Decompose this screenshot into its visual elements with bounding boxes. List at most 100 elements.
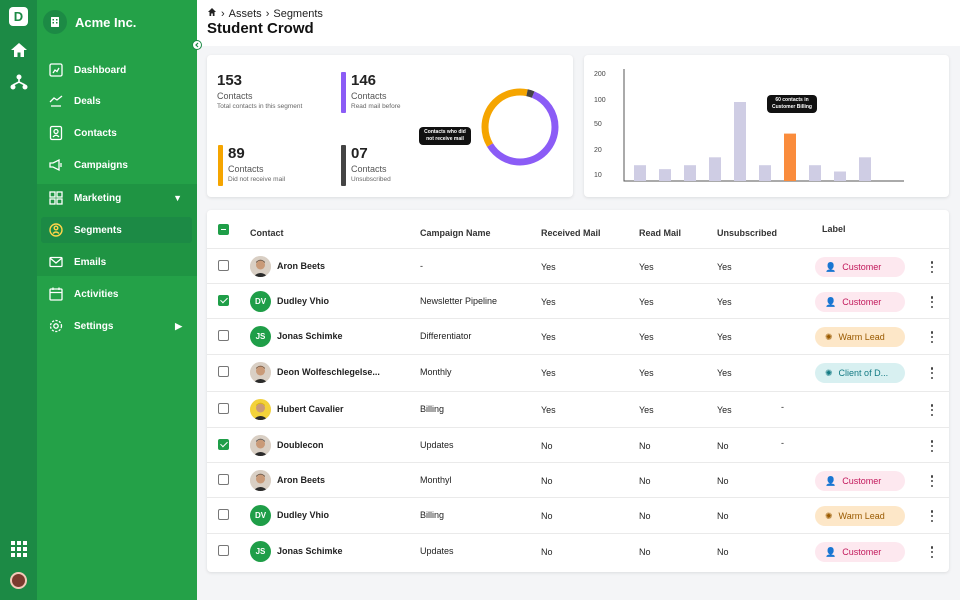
table-row[interactable]: DV Dudley Vhio Newsletter Pipeline Yes Yes Ye… bbox=[207, 283, 949, 318]
chart-bar[interactable] bbox=[684, 165, 696, 181]
donut-tooltip: Contacts who did not receive mail bbox=[419, 127, 471, 145]
chart-bar[interactable] bbox=[859, 157, 871, 181]
column-header[interactable]: Read Mail bbox=[639, 228, 682, 238]
empty-label: - bbox=[781, 438, 784, 448]
contact-name[interactable]: Aron Beets bbox=[277, 475, 326, 485]
more-options-icon[interactable] bbox=[930, 296, 934, 308]
sidebar-item-contacts[interactable]: Contacts bbox=[41, 120, 192, 146]
avatar bbox=[250, 470, 271, 491]
app-logo[interactable]: D bbox=[9, 7, 28, 26]
sidebar-item-marketing[interactable]: Marketing ▼ bbox=[41, 185, 192, 211]
network-icon[interactable] bbox=[9, 72, 29, 92]
user-avatar[interactable] bbox=[10, 572, 27, 589]
label-badge[interactable]: ✺ Warm Lead bbox=[815, 506, 905, 526]
unsubscribed: Yes bbox=[717, 262, 732, 272]
row-checkbox[interactable] bbox=[218, 260, 229, 271]
sidebar-item-deals[interactable]: Deals bbox=[41, 88, 192, 114]
avatar bbox=[250, 362, 271, 383]
label-badge[interactable]: 👤 Customer bbox=[815, 542, 905, 562]
sidebar-item-label: Emails bbox=[74, 256, 107, 268]
contact-name[interactable]: Dudley Vhio bbox=[277, 296, 330, 306]
more-options-icon[interactable] bbox=[930, 367, 934, 379]
column-header[interactable]: Campaign Name bbox=[420, 228, 491, 238]
table-row[interactable]: JS Jonas Schimke Updates No No No 👤 Customer bbox=[207, 533, 949, 568]
collapse-sidebar-button[interactable] bbox=[192, 40, 202, 50]
label-badge[interactable]: ✺ Warm Lead bbox=[815, 327, 905, 347]
contact-name[interactable]: Hubert Cavalier bbox=[277, 404, 344, 414]
avatar bbox=[250, 435, 271, 456]
column-header[interactable]: Label bbox=[822, 224, 846, 234]
contact-name[interactable]: Jonas Schimke bbox=[277, 546, 343, 556]
more-options-icon[interactable] bbox=[930, 546, 934, 558]
chart-bar[interactable] bbox=[759, 165, 771, 181]
contact-name[interactable]: Doublecon bbox=[277, 440, 324, 450]
breadcrumb-item[interactable]: Segments bbox=[273, 7, 323, 20]
home-icon[interactable] bbox=[9, 40, 29, 60]
chart-bar[interactable] bbox=[784, 133, 796, 181]
column-header[interactable]: Unsubscribed bbox=[717, 228, 778, 238]
chart-bar[interactable] bbox=[734, 102, 746, 181]
read-mail: Yes bbox=[639, 332, 654, 342]
label-badge[interactable]: 👤 Customer bbox=[815, 471, 905, 491]
chart-bar[interactable] bbox=[634, 165, 646, 181]
column-header[interactable]: Contact bbox=[250, 228, 284, 238]
label-badge[interactable]: 👤 Customer bbox=[815, 257, 905, 277]
table-row[interactable]: Hubert Cavalier Billing Yes Yes Yes - bbox=[207, 391, 949, 426]
column-header[interactable]: Received Mail bbox=[541, 228, 601, 238]
label-badge[interactable]: ✺ Client of D... bbox=[815, 363, 905, 383]
received-mail: Yes bbox=[541, 405, 556, 415]
home-icon[interactable] bbox=[207, 7, 217, 20]
donut-segment-not_received[interactable] bbox=[481, 88, 559, 166]
contact-name[interactable]: Jonas Schimke bbox=[277, 331, 343, 341]
table-row[interactable]: Deon Wolfeschlegelse... Monthly Yes Yes Yes ✺… bbox=[207, 354, 949, 389]
more-options-icon[interactable] bbox=[930, 440, 934, 452]
breadcrumb-item[interactable]: Assets bbox=[228, 7, 262, 20]
workspace-brand[interactable]: Acme Inc. bbox=[43, 10, 136, 34]
table-row[interactable]: Aron Beets - Yes Yes Yes 👤 Customer bbox=[207, 248, 949, 283]
sidebar-item-activities[interactable]: Activities bbox=[41, 281, 192, 307]
more-options-icon[interactable] bbox=[930, 475, 934, 487]
segment-bar-chart-card: 200 100 50 20 10 60 contacts in Customer Bil… bbox=[584, 55, 949, 197]
chart-bar[interactable] bbox=[834, 171, 846, 181]
app-rail: D bbox=[0, 0, 37, 600]
more-options-icon[interactable] bbox=[930, 404, 934, 416]
campaign-name: Updates bbox=[420, 440, 454, 450]
contacts-table: Contact Campaign Name Received Mail Read… bbox=[207, 210, 949, 572]
row-checkbox[interactable] bbox=[218, 439, 229, 450]
donut-segment-read[interactable] bbox=[481, 88, 559, 166]
label-badge[interactable]: 👤 Customer bbox=[815, 292, 905, 312]
contact-name[interactable]: Dudley Vhio bbox=[277, 510, 330, 520]
sidebar-item-campaigns[interactable]: Campaigns bbox=[41, 152, 192, 178]
chart-bar[interactable] bbox=[709, 157, 721, 181]
person-icon: 👤 bbox=[825, 296, 837, 307]
sidebar-item-dashboard[interactable]: Dashboard bbox=[41, 57, 192, 83]
table-row[interactable]: DV Dudley Vhio Billing No No No ✺ Warm Lead bbox=[207, 497, 949, 532]
more-options-icon[interactable] bbox=[930, 261, 934, 273]
select-all-checkbox[interactable] bbox=[218, 224, 229, 235]
apps-grid-icon[interactable] bbox=[9, 539, 29, 559]
row-checkbox[interactable] bbox=[218, 366, 229, 377]
contact-name[interactable]: Deon Wolfeschlegelse... bbox=[277, 367, 380, 377]
row-checkbox[interactable] bbox=[218, 330, 229, 341]
chart-bar[interactable] bbox=[809, 165, 821, 181]
contact-name[interactable]: Aron Beets bbox=[277, 261, 326, 271]
table-row[interactable]: Doublecon Updates No No No - bbox=[207, 427, 949, 462]
row-checkbox[interactable] bbox=[218, 545, 229, 556]
read-mail: Yes bbox=[639, 405, 654, 415]
more-options-icon[interactable] bbox=[930, 510, 934, 522]
sidebar-item-settings[interactable]: Settings ▶ bbox=[41, 313, 192, 339]
label-text: Customer bbox=[842, 262, 882, 272]
row-checkbox[interactable] bbox=[218, 474, 229, 485]
sidebar-item-segments[interactable]: Segments bbox=[41, 217, 192, 243]
chart-bar[interactable] bbox=[659, 169, 671, 181]
avatar: DV bbox=[250, 291, 271, 312]
row-checkbox[interactable] bbox=[218, 509, 229, 520]
chevron-right-icon: › bbox=[265, 7, 270, 20]
sidebar-item-emails[interactable]: Emails bbox=[41, 249, 192, 275]
row-checkbox[interactable] bbox=[218, 403, 229, 414]
table-row[interactable]: Aron Beets Monthyl No No No 👤 Customer bbox=[207, 462, 949, 497]
more-options-icon[interactable] bbox=[930, 331, 934, 343]
row-checkbox[interactable] bbox=[218, 295, 229, 306]
unsubscribed: Yes bbox=[717, 297, 732, 307]
table-row[interactable]: JS Jonas Schimke Differentiator Yes Yes Yes ✺ W… bbox=[207, 318, 949, 353]
